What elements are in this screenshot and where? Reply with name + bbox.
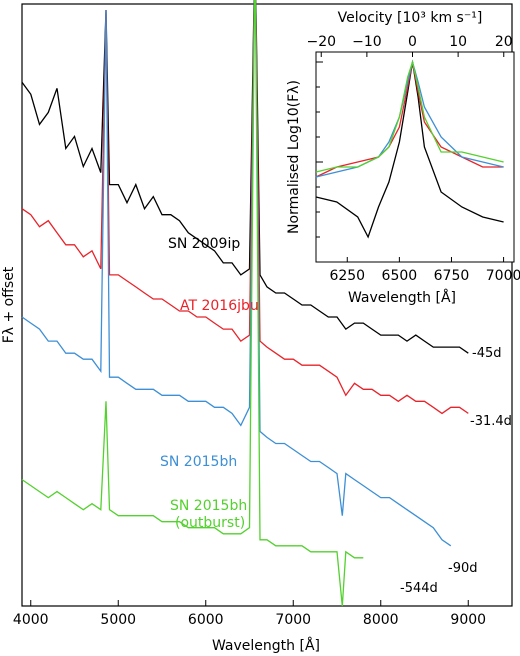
main-series-line-1 [21,0,469,415]
series-label-sn2015bh-outburst: SN 2015bh [170,498,247,514]
inset-top-axis-title: Velocity [10³ km s⁻¹] [338,10,483,26]
inset-top-tick-label: −10 [352,34,382,50]
main-series-line-2 [21,0,452,547]
inset-top-tick-label: 20 [495,34,513,50]
main-series-lines [21,0,469,607]
main-series-line-3 [21,0,364,607]
inset-x-tick-label: 6500 [382,268,418,284]
inset-series-lines [315,59,504,239]
inset-series-line-0 [315,61,504,239]
epoch-label-31-4d: -31.4d [470,414,512,429]
main-x-tick-label: 4000 [13,612,49,628]
inset-top-tick-label: −20 [306,34,336,50]
epoch-label-45d: -45d [472,346,502,361]
main-series-line-0 [21,0,469,354]
main-x-tick-label: 9000 [450,612,486,628]
main-plot-frame [21,3,513,607]
inset-top-tick-label: 0 [408,34,417,50]
main-x-ticks: 4000 5000 6000 7000 8000 9000 [13,600,486,628]
main-x-tick-label: 7000 [275,612,311,628]
series-label-outburst: (outburst) [175,515,245,531]
inset-series-line-3 [315,59,504,173]
main-x-tick-label: 6000 [188,612,224,628]
series-label-sn2015bh: SN 2015bh [160,454,237,470]
x-axis-title: Wavelength [Å] [212,637,320,654]
inset-x-tick-label: 7000 [486,268,520,284]
inset-top-tick-label: 10 [449,34,467,50]
epoch-label-90d: -90d [448,561,478,576]
series-label-at2016jbu: AT 2016jbu [180,298,259,314]
inset-x-tick-label: 6750 [434,268,470,284]
inset-x-tick-label: 6250 [329,268,365,284]
inset-y-axis-title: Normalised Log10(Fλ) [286,80,302,234]
inset-x-axis-title: Wavelength [Å] [348,289,456,306]
series-label-sn2009ip: SN 2009ip [168,236,240,252]
y-axis-title: Fλ + offset [1,266,17,343]
epoch-label-544d: -544d [400,581,438,596]
main-x-tick-label: 8000 [363,612,399,628]
main-x-tick-label: 5000 [100,612,136,628]
inset-ticks: 6250 6500 6750 7000 −20 −10 0 10 20 [306,34,520,284]
